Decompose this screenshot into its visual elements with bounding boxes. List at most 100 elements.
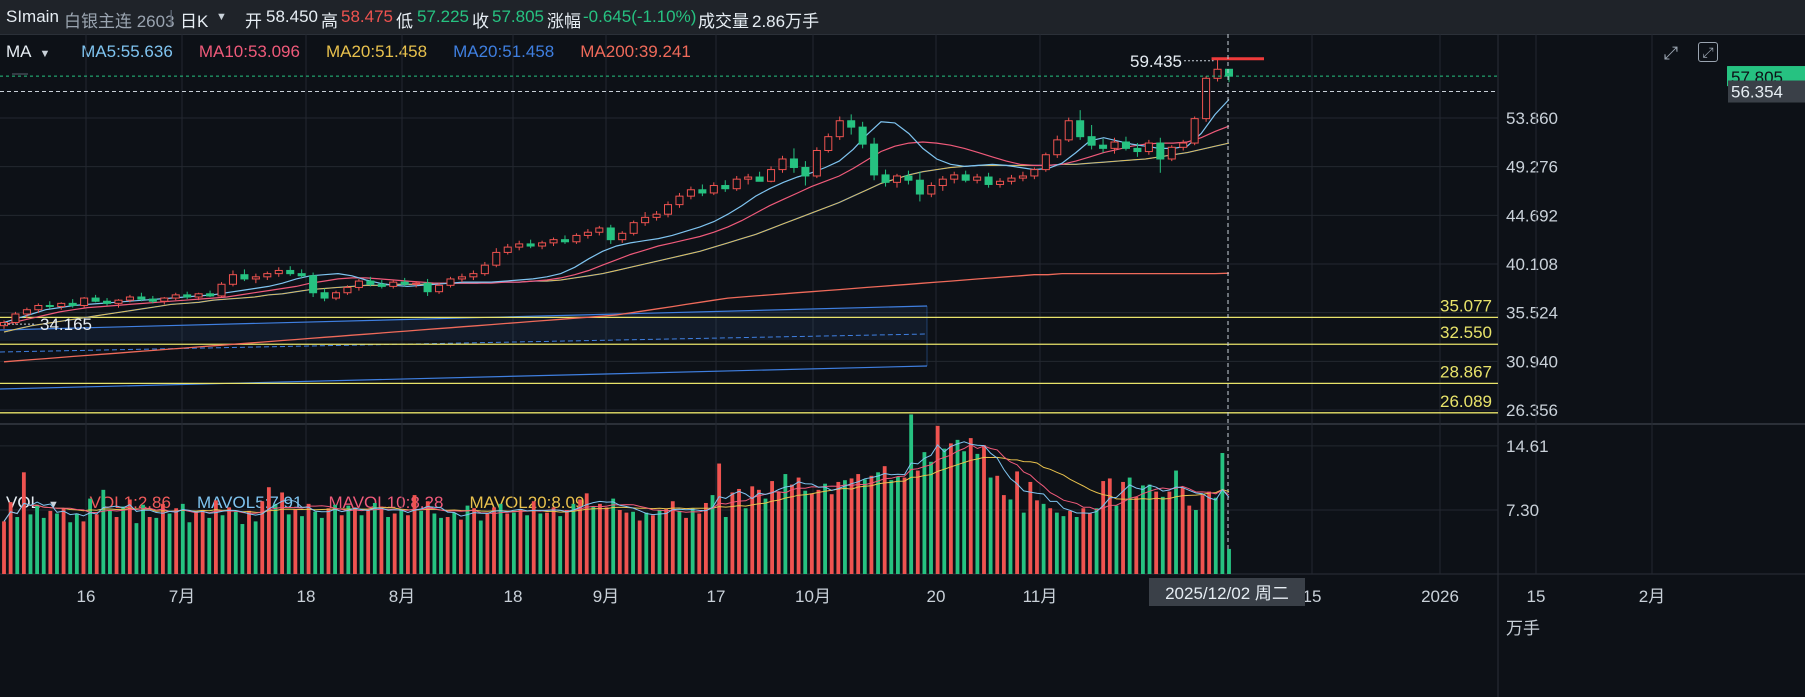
vol-bar bbox=[505, 513, 510, 574]
channel-lower-line bbox=[0, 365, 928, 390]
vol-bar bbox=[988, 477, 993, 574]
vol-bar bbox=[929, 461, 933, 574]
candle bbox=[1041, 154, 1050, 171]
vol-bar bbox=[1220, 453, 1225, 574]
candle bbox=[423, 282, 432, 293]
price-chart[interactable]: 53.860 49.276 44.692 40.108 35.524 30.940 26.3… bbox=[0, 34, 1805, 697]
candle bbox=[480, 264, 489, 275]
vol-bar bbox=[624, 512, 629, 574]
fullscreen-icon[interactable]: ⤢ bbox=[1698, 42, 1718, 62]
vol-bar bbox=[829, 494, 834, 574]
vol-bar bbox=[823, 483, 827, 574]
vol-bar bbox=[531, 501, 536, 574]
vol-bar bbox=[439, 517, 443, 574]
vol-bar bbox=[154, 517, 159, 574]
expand-icon[interactable]: ⤢ bbox=[1663, 43, 1679, 63]
vol-bar bbox=[664, 509, 669, 574]
ma-legend-item-1: MA10:53.096 bbox=[198, 42, 300, 61]
ma-legend-item-0: MA5:55.636 bbox=[81, 42, 173, 61]
vol-bar bbox=[21, 472, 26, 574]
vol-bar bbox=[869, 475, 874, 574]
candle bbox=[1167, 146, 1176, 160]
vol-bar bbox=[723, 517, 728, 574]
vol-bar bbox=[882, 466, 887, 574]
vol-bar bbox=[293, 509, 298, 574]
vol-bar bbox=[545, 512, 549, 574]
vol-bar bbox=[750, 486, 755, 574]
candle bbox=[1133, 147, 1142, 153]
candle bbox=[858, 126, 867, 145]
vol-bar bbox=[445, 517, 450, 574]
vol-bar bbox=[366, 509, 371, 574]
vol-bar bbox=[101, 489, 106, 574]
candle bbox=[767, 169, 776, 182]
vol-dropdown-icon[interactable]: ▼ bbox=[48, 499, 59, 511]
candle bbox=[80, 297, 89, 306]
vol-bar bbox=[273, 503, 278, 574]
vol-bar bbox=[1001, 495, 1006, 574]
vol-bar bbox=[48, 510, 53, 574]
candle bbox=[22, 309, 31, 315]
candle bbox=[549, 239, 558, 244]
vol-bar bbox=[1081, 508, 1086, 574]
vol-bar bbox=[637, 520, 642, 574]
candle bbox=[915, 179, 924, 195]
vol-bar bbox=[339, 515, 344, 574]
symbol-code[interactable]: SImain bbox=[6, 7, 59, 26]
vol-bar bbox=[1180, 487, 1185, 574]
vol-bar bbox=[876, 472, 880, 574]
volume-value: 2.86万手 bbox=[752, 12, 820, 31]
candle bbox=[583, 231, 592, 236]
vol-bar bbox=[247, 510, 251, 574]
candle bbox=[698, 189, 707, 194]
price-tick-2: 44.692 bbox=[1506, 206, 1558, 225]
candle bbox=[34, 304, 43, 311]
candle bbox=[927, 185, 936, 195]
vol-bar bbox=[1028, 481, 1033, 574]
vol-bar bbox=[1154, 491, 1159, 574]
candle bbox=[297, 273, 306, 277]
candle bbox=[137, 296, 146, 300]
ma-legend-label[interactable]: MA bbox=[6, 42, 32, 61]
vol-bar bbox=[1015, 471, 1020, 574]
vol-bar bbox=[651, 515, 655, 574]
candle bbox=[973, 176, 982, 181]
candle bbox=[652, 213, 661, 218]
candle bbox=[870, 143, 879, 176]
candle bbox=[492, 251, 501, 266]
candle bbox=[412, 282, 421, 285]
period-selector[interactable]: 日K bbox=[180, 12, 209, 31]
candle bbox=[515, 243, 524, 248]
vol-bar bbox=[333, 504, 337, 574]
vol-bar bbox=[717, 463, 722, 574]
legend-dropdown-icon[interactable]: ▼ bbox=[39, 48, 51, 60]
candle bbox=[1224, 68, 1234, 77]
vol-bar bbox=[995, 475, 1000, 574]
candle bbox=[1030, 169, 1039, 177]
mavol5-line bbox=[3, 441, 1230, 522]
candle bbox=[881, 174, 890, 183]
vol-bar bbox=[108, 510, 112, 574]
candle bbox=[240, 274, 249, 280]
vol-bar bbox=[604, 507, 609, 574]
price-tick-3: 40.108 bbox=[1506, 255, 1558, 274]
vol-bar bbox=[1147, 484, 1152, 574]
vol-bar bbox=[187, 522, 192, 574]
vol-bar bbox=[1141, 485, 1145, 574]
candle bbox=[938, 178, 947, 187]
candle bbox=[45, 304, 54, 308]
candle bbox=[0, 321, 9, 327]
vol-tick-1: 7.30 bbox=[1506, 501, 1539, 520]
vol-bar bbox=[809, 493, 814, 574]
symbol-name: 白银主连 2603 bbox=[64, 12, 175, 31]
vol-bar bbox=[114, 517, 119, 574]
vol-bar bbox=[617, 510, 622, 574]
vol-bar bbox=[174, 508, 179, 574]
candle bbox=[389, 281, 398, 287]
vol-bar bbox=[710, 495, 715, 574]
vol-tick-0: 14.61 bbox=[1506, 437, 1549, 456]
vol-bar bbox=[28, 514, 33, 574]
period-dropdown-icon[interactable]: ▼ bbox=[216, 11, 227, 23]
candle bbox=[274, 269, 283, 275]
vol-bar bbox=[432, 513, 437, 574]
